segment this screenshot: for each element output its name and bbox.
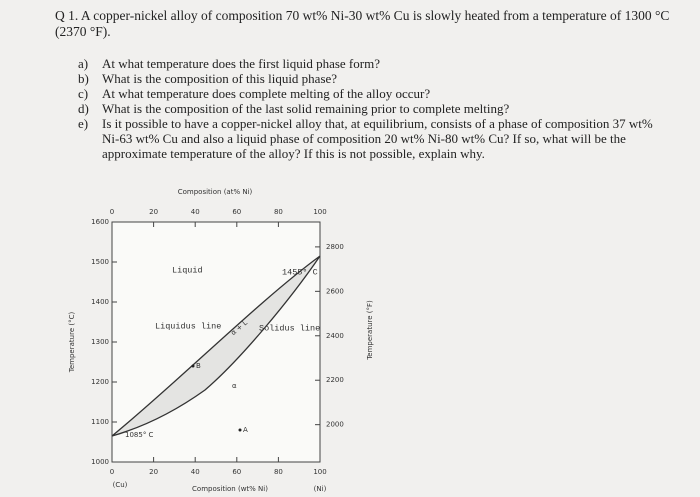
point-b-dot [191, 364, 195, 368]
top-axis-title: Composition (at% Ni) [178, 188, 253, 196]
item-text: What is the composition of this liquid p… [102, 71, 338, 86]
item-list: a) At what temperature does the first liq… [78, 56, 668, 161]
bottom-tick-label: 100 [313, 468, 326, 476]
point-a-label: A [243, 426, 248, 434]
item-marker: d) [78, 101, 89, 116]
right-tick-label: 2800 [326, 243, 344, 251]
left-tick-label: 1200 [91, 378, 109, 386]
item: d) What is the composition of the last so… [78, 101, 668, 116]
right-tick-label: 2200 [326, 376, 344, 384]
ni-melt-label: 1455° C [282, 267, 318, 277]
item-marker: e) [78, 116, 89, 131]
top-tick-label: 80 [274, 208, 283, 216]
bottom-tick-label: 0 [110, 468, 114, 476]
bottom-tick-label: 20 [149, 468, 158, 476]
item-marker: c) [78, 86, 89, 101]
right-tick-label: 2600 [326, 287, 344, 295]
alpha-label: α [232, 382, 237, 390]
bottom-tick-label: 80 [274, 468, 283, 476]
left-tick-label: 1100 [91, 418, 109, 426]
right-axis-title: Temperature (°F) [366, 300, 374, 361]
item-marker: a) [78, 56, 89, 71]
item-text: Is it possible to have a copper-nickel a… [102, 116, 653, 161]
point-b-label: B [196, 362, 201, 370]
left-tick-label: 1600 [91, 218, 109, 226]
solidus-label: Solidus line [259, 323, 320, 333]
point-a-dot [238, 428, 242, 432]
left-tick-label: 1400 [91, 298, 109, 306]
right-tick-label: 2000 [326, 421, 344, 429]
bottom-tick-label: 60 [232, 468, 241, 476]
top-tick-label: 60 [232, 208, 241, 216]
item: e) Is it possible to have a copper-nickel… [78, 116, 668, 161]
cu-end-label: (Cu) [113, 481, 128, 489]
top-tick-label: 100 [313, 208, 326, 216]
liquidus-label: Liquidus line [155, 321, 221, 331]
item: b) What is the composition of this liquid… [78, 71, 668, 86]
plot-frame [111, 221, 321, 463]
item: c) At what temperature does complete melt… [78, 86, 668, 101]
item-marker: b) [78, 71, 89, 86]
bottom-tick-label: 40 [191, 468, 200, 476]
liquid-label: Liquid [172, 265, 203, 275]
item-text: What is the composition of the last soli… [102, 101, 510, 116]
top-tick-label: 20 [149, 208, 158, 216]
left-tick-label: 1300 [91, 338, 109, 346]
question-number: Q 1. [55, 8, 79, 23]
question-text: A copper-nickel alloy of composition 70 … [55, 8, 670, 39]
cu-melt-label: 1085° C [125, 431, 154, 439]
right-tick-label: 2400 [326, 332, 344, 340]
bottom-axis-title: Composition (wt% Ni) [192, 485, 268, 493]
left-axis-title: Temperature (°C) [68, 312, 76, 374]
question: Q 1. A copper-nickel alloy of compositio… [55, 8, 675, 40]
top-tick-label: 40 [191, 208, 200, 216]
left-tick-label: 1500 [91, 258, 109, 266]
item: a) At what temperature does the first liq… [78, 56, 668, 71]
item-text: At what temperature does complete meltin… [102, 86, 431, 101]
item-text: At what temperature does the first liqui… [102, 56, 380, 71]
ni-end-label: (Ni) [314, 485, 327, 493]
top-tick-label: 0 [110, 208, 114, 216]
left-tick-label: 1000 [91, 458, 109, 466]
two-phase-region [111, 255, 321, 437]
